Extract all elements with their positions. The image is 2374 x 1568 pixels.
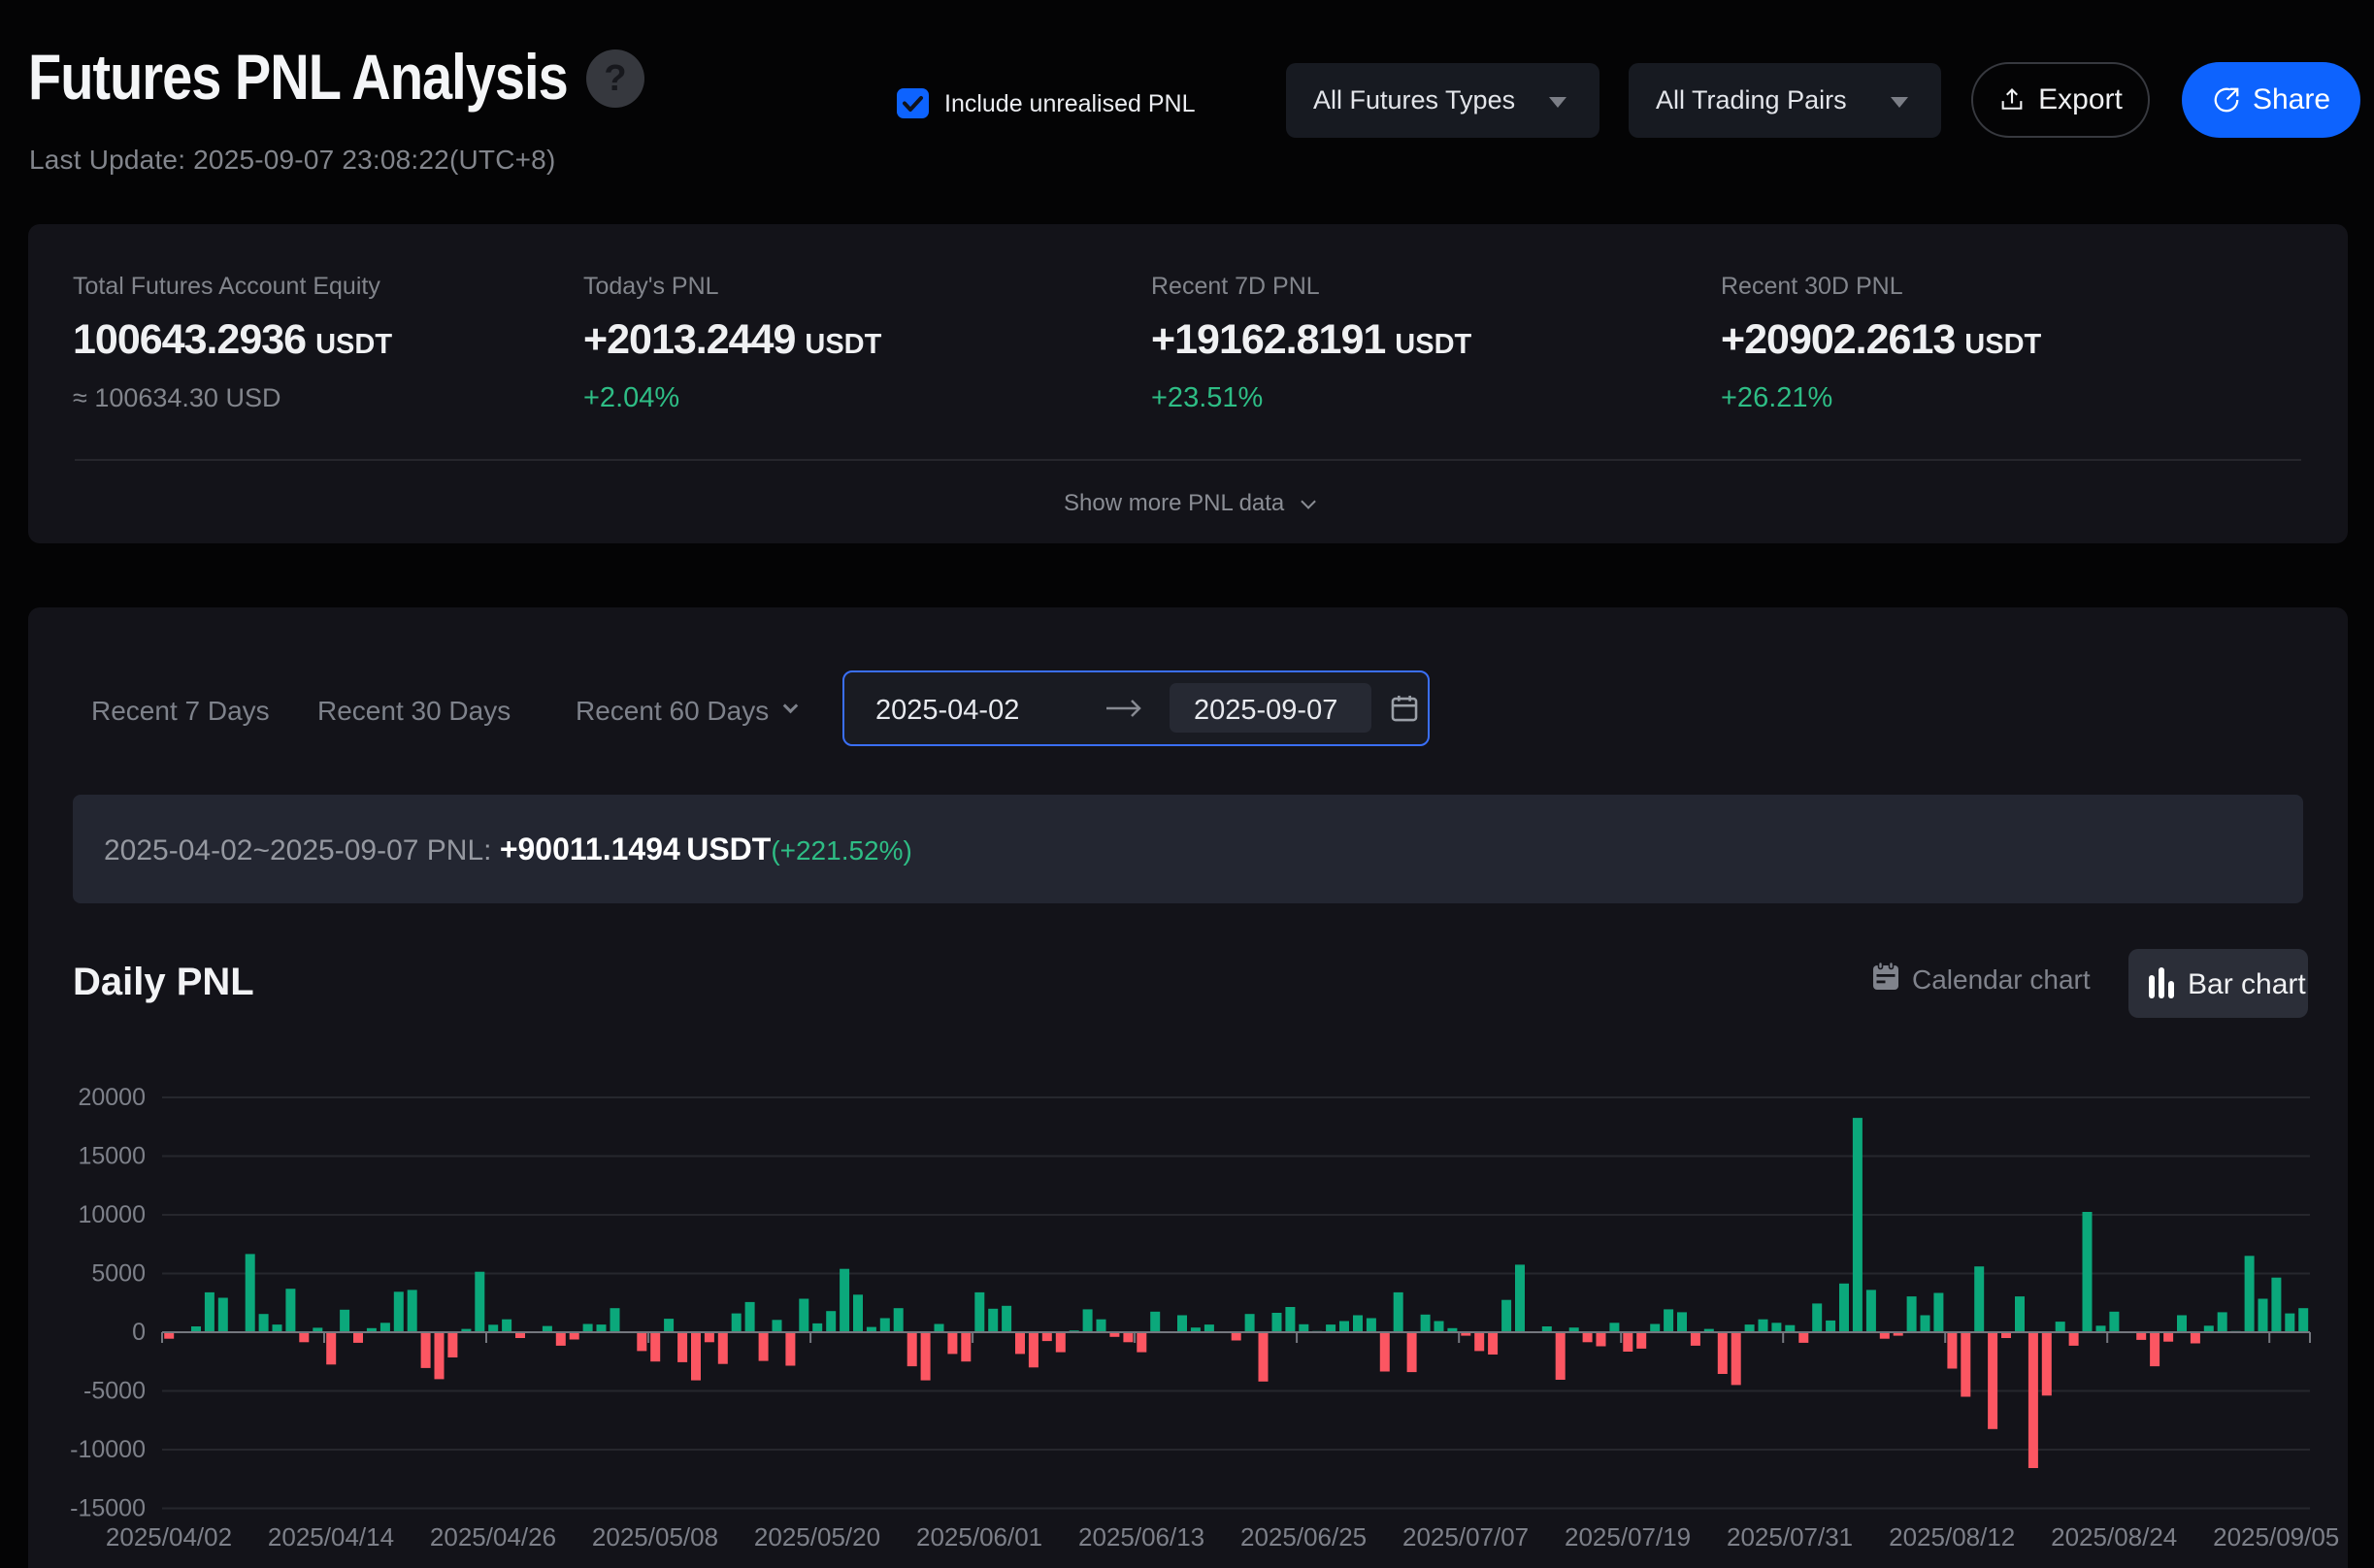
svg-text:15000: 15000 (78, 1143, 146, 1170)
svg-text:20000: 20000 (78, 1084, 146, 1111)
svg-text:2025/04/14: 2025/04/14 (268, 1522, 394, 1552)
svg-text:2025/07/19: 2025/07/19 (1565, 1522, 1691, 1552)
svg-text:10000: 10000 (78, 1201, 146, 1228)
svg-text:-10000: -10000 (70, 1436, 146, 1463)
svg-text:2025/08/24: 2025/08/24 (2051, 1522, 2177, 1552)
svg-text:2025/05/20: 2025/05/20 (754, 1522, 880, 1552)
svg-text:2025/04/26: 2025/04/26 (430, 1522, 556, 1552)
svg-text:2025/06/13: 2025/06/13 (1078, 1522, 1204, 1552)
svg-text:2025/06/25: 2025/06/25 (1240, 1522, 1367, 1552)
svg-text:2025/07/31: 2025/07/31 (1727, 1522, 1853, 1552)
svg-text:2025/07/07: 2025/07/07 (1402, 1522, 1529, 1552)
svg-text:-15000: -15000 (70, 1495, 146, 1522)
svg-text:2025/06/01: 2025/06/01 (916, 1522, 1042, 1552)
svg-text:2025/04/02: 2025/04/02 (106, 1522, 232, 1552)
svg-text:2025/05/08: 2025/05/08 (592, 1522, 718, 1552)
svg-text:0: 0 (132, 1319, 146, 1346)
svg-text:2025/08/12: 2025/08/12 (1889, 1522, 2015, 1552)
svg-text:2025/09/05: 2025/09/05 (2213, 1522, 2339, 1552)
svg-text:-5000: -5000 (83, 1378, 146, 1405)
svg-text:5000: 5000 (91, 1260, 146, 1288)
